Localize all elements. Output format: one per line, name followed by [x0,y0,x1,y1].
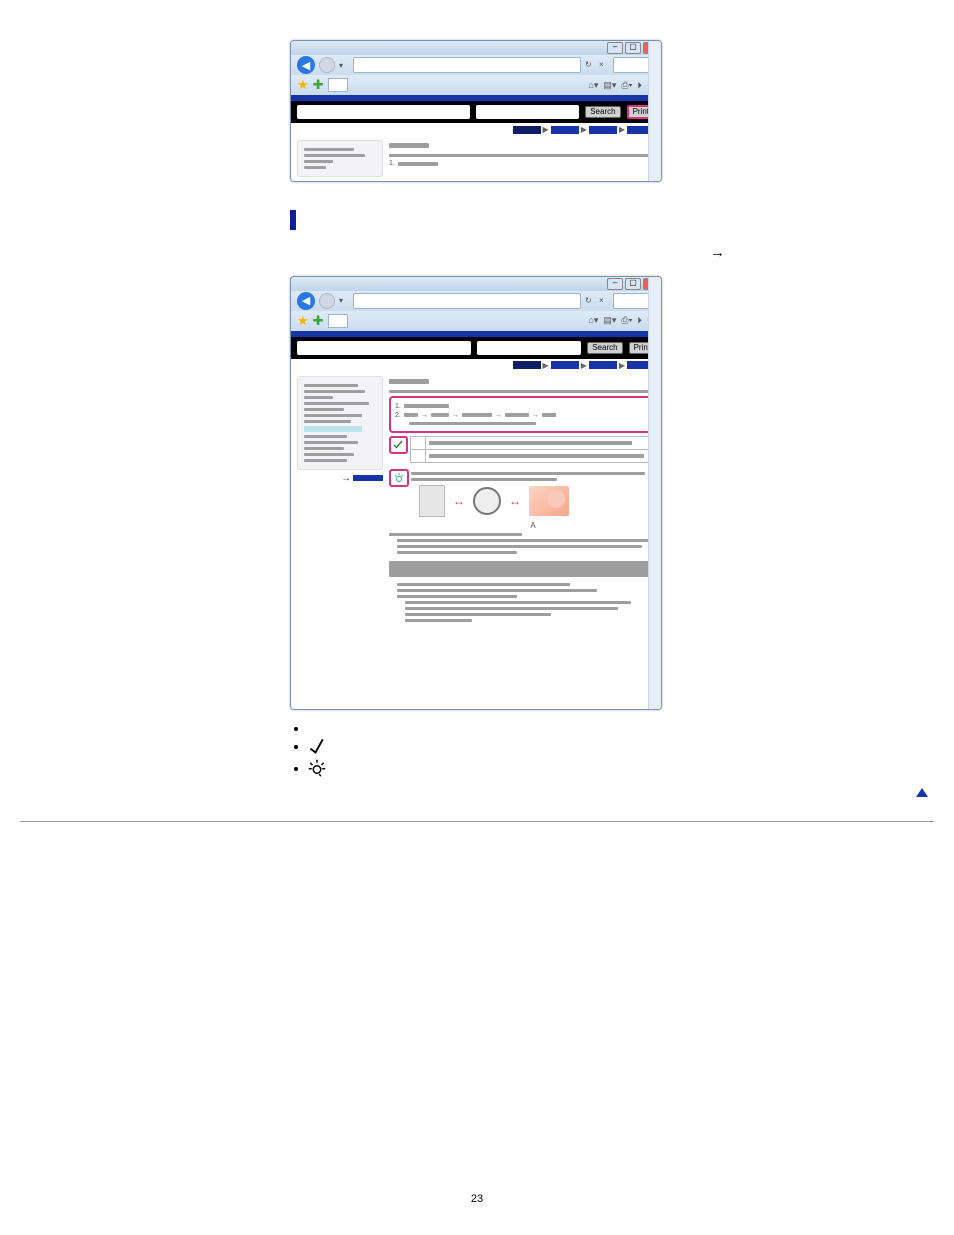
page-icon[interactable]: ▤▾ [603,315,616,326]
sidebar: → [297,376,383,706]
site-search-button[interactable]: Search [587,342,622,354]
list-item [308,721,890,735]
hint-icon [393,472,405,484]
home-icon[interactable]: ⌂▾ [588,80,598,91]
illust-lens [473,487,501,515]
browser-nav-bar: ◀ ▾ ↻ × [291,55,661,75]
browser-tab-bar: ★ ✚ ⌂▾ ▤▾ ⎙▾ ⏵ ⚙ [291,75,661,95]
site-keyword-input[interactable] [477,341,581,355]
page-body: 1. [291,136,661,182]
window-maximize-button[interactable]: ▢ [625,278,641,290]
browser-back-button[interactable]: ◀ [297,56,315,74]
site-search-button[interactable]: Search [585,106,620,118]
hint-icon-callout [389,469,409,487]
browser-nav-bar: ◀ ▾ ↻ × [291,291,661,311]
breadcrumb-item[interactable] [551,126,579,134]
favorites-star-icon[interactable]: ★ [297,313,309,329]
window-minimize-button[interactable]: – [607,42,623,54]
browser-nav-dropdown[interactable]: ▾ [339,296,349,305]
window-titlebar: – ▢ × [291,277,661,291]
heading-accent [290,210,296,230]
list-item [308,738,890,756]
site-search-input[interactable] [297,105,470,119]
illust-photo [529,486,569,516]
browser-tab-bar: ★ ✚ ⌂▾ ▤▾ ⎙▾ ⏵ ⚙ [291,311,661,331]
content-area: 1. 2. → → → → A [389,376,655,706]
breadcrumb-item[interactable] [589,361,617,369]
browser-address-bar[interactable] [353,293,581,309]
print-dropdown-icon[interactable]: ⎙▾ [621,315,632,326]
manual-page: – ▢ × ◀ ▾ ↻ × ★ ✚ ⌂▾ ▤▾ [0,0,954,1235]
figure-2-browser-window: – ▢ × ◀ ▾ ↻ × ★ ✚ ⌂▾ ▤▾ [290,276,662,710]
window-maximize-button[interactable]: ▢ [625,42,641,54]
breadcrumb-item[interactable] [551,361,579,369]
address-stop-icon[interactable]: × [599,296,609,306]
browser-tab[interactable] [328,314,348,328]
section-divider [20,821,934,822]
hint-icon [308,759,326,780]
table-row [410,449,654,462]
browser-back-button[interactable]: ◀ [297,292,315,310]
check-icon [392,439,404,451]
address-refresh-icon[interactable]: ↻ [585,296,595,306]
home-icon[interactable]: ⌂▾ [588,315,598,326]
breadcrumb-item[interactable] [513,361,541,369]
settings-table [410,436,655,463]
section-heading [290,210,890,230]
browser-nav-dropdown[interactable]: ▾ [339,61,349,70]
page-number: 23 [0,1193,954,1205]
safety-icon[interactable]: ⏵ [637,315,642,326]
feeds-icon[interactable]: ✚ [313,313,324,329]
content-column: – ▢ × ◀ ▾ ↻ × ★ ✚ ⌂▾ ▤▾ [290,40,890,780]
illust-device [419,485,445,517]
list-item [308,759,890,780]
figure-2-container: – ▢ × ◀ ▾ ↻ × ★ ✚ ⌂▾ ▤▾ [290,276,662,710]
address-stop-icon[interactable]: × [599,60,609,70]
check-icon [308,739,326,753]
feeds-icon[interactable]: ✚ [313,77,324,93]
browser-forward-button[interactable] [319,57,335,73]
illust-caption: A [411,521,655,530]
site-black-bar: Search Print [291,101,661,123]
favorites-star-icon[interactable]: ★ [297,77,309,93]
window-titlebar: – ▢ × [291,41,661,55]
window-minimize-button[interactable]: – [607,278,623,290]
breadcrumb: ▶ ▶ ▶ [291,359,661,372]
browser-forward-button[interactable] [319,293,335,309]
table-row [410,436,654,449]
breadcrumb: ▶ ▶ ▶ [291,123,661,136]
intro-paragraph: → [290,242,890,264]
breadcrumb-item[interactable] [513,126,541,134]
address-refresh-icon[interactable]: ↻ [585,60,595,70]
figure-1-browser-window: – ▢ × ◀ ▾ ↻ × ★ ✚ ⌂▾ ▤▾ [290,40,662,182]
illustration: ↔ ↔ [419,485,655,517]
print-dropdown-icon[interactable]: ⎙▾ [621,80,632,91]
safety-icon[interactable]: ⏵ [637,80,642,91]
browser-toolbox: ⌂▾ ▤▾ ⎙▾ ⏵ ⚙ [588,80,655,91]
page-icon[interactable]: ▤▾ [603,80,616,91]
site-black-bar: Search Print [291,337,661,359]
browser-toolbox: ⌂▾ ▤▾ ⎙▾ ⏵ ⚙ [588,315,655,326]
steps-callout-a: 1. 2. → → → → [389,396,655,433]
site-search-input[interactable] [297,341,471,355]
notes-list [308,721,890,780]
page-top-link[interactable] [20,788,934,797]
browser-tab[interactable] [328,78,348,92]
browser-address-bar[interactable] [353,57,581,73]
content-area: 1. [389,140,655,177]
site-keyword-input[interactable] [476,105,580,119]
page-body: → 1. 2. → → → [291,372,661,710]
sidebar [297,140,383,177]
arrow-icon: → [710,244,725,261]
breadcrumb-item[interactable] [589,126,617,134]
vertical-scrollbar[interactable] [648,41,661,181]
check-icon-callout [389,436,408,454]
vertical-scrollbar[interactable] [648,277,661,709]
sidebar-next[interactable]: → [297,473,383,484]
page-top-triangle-icon [916,788,928,797]
